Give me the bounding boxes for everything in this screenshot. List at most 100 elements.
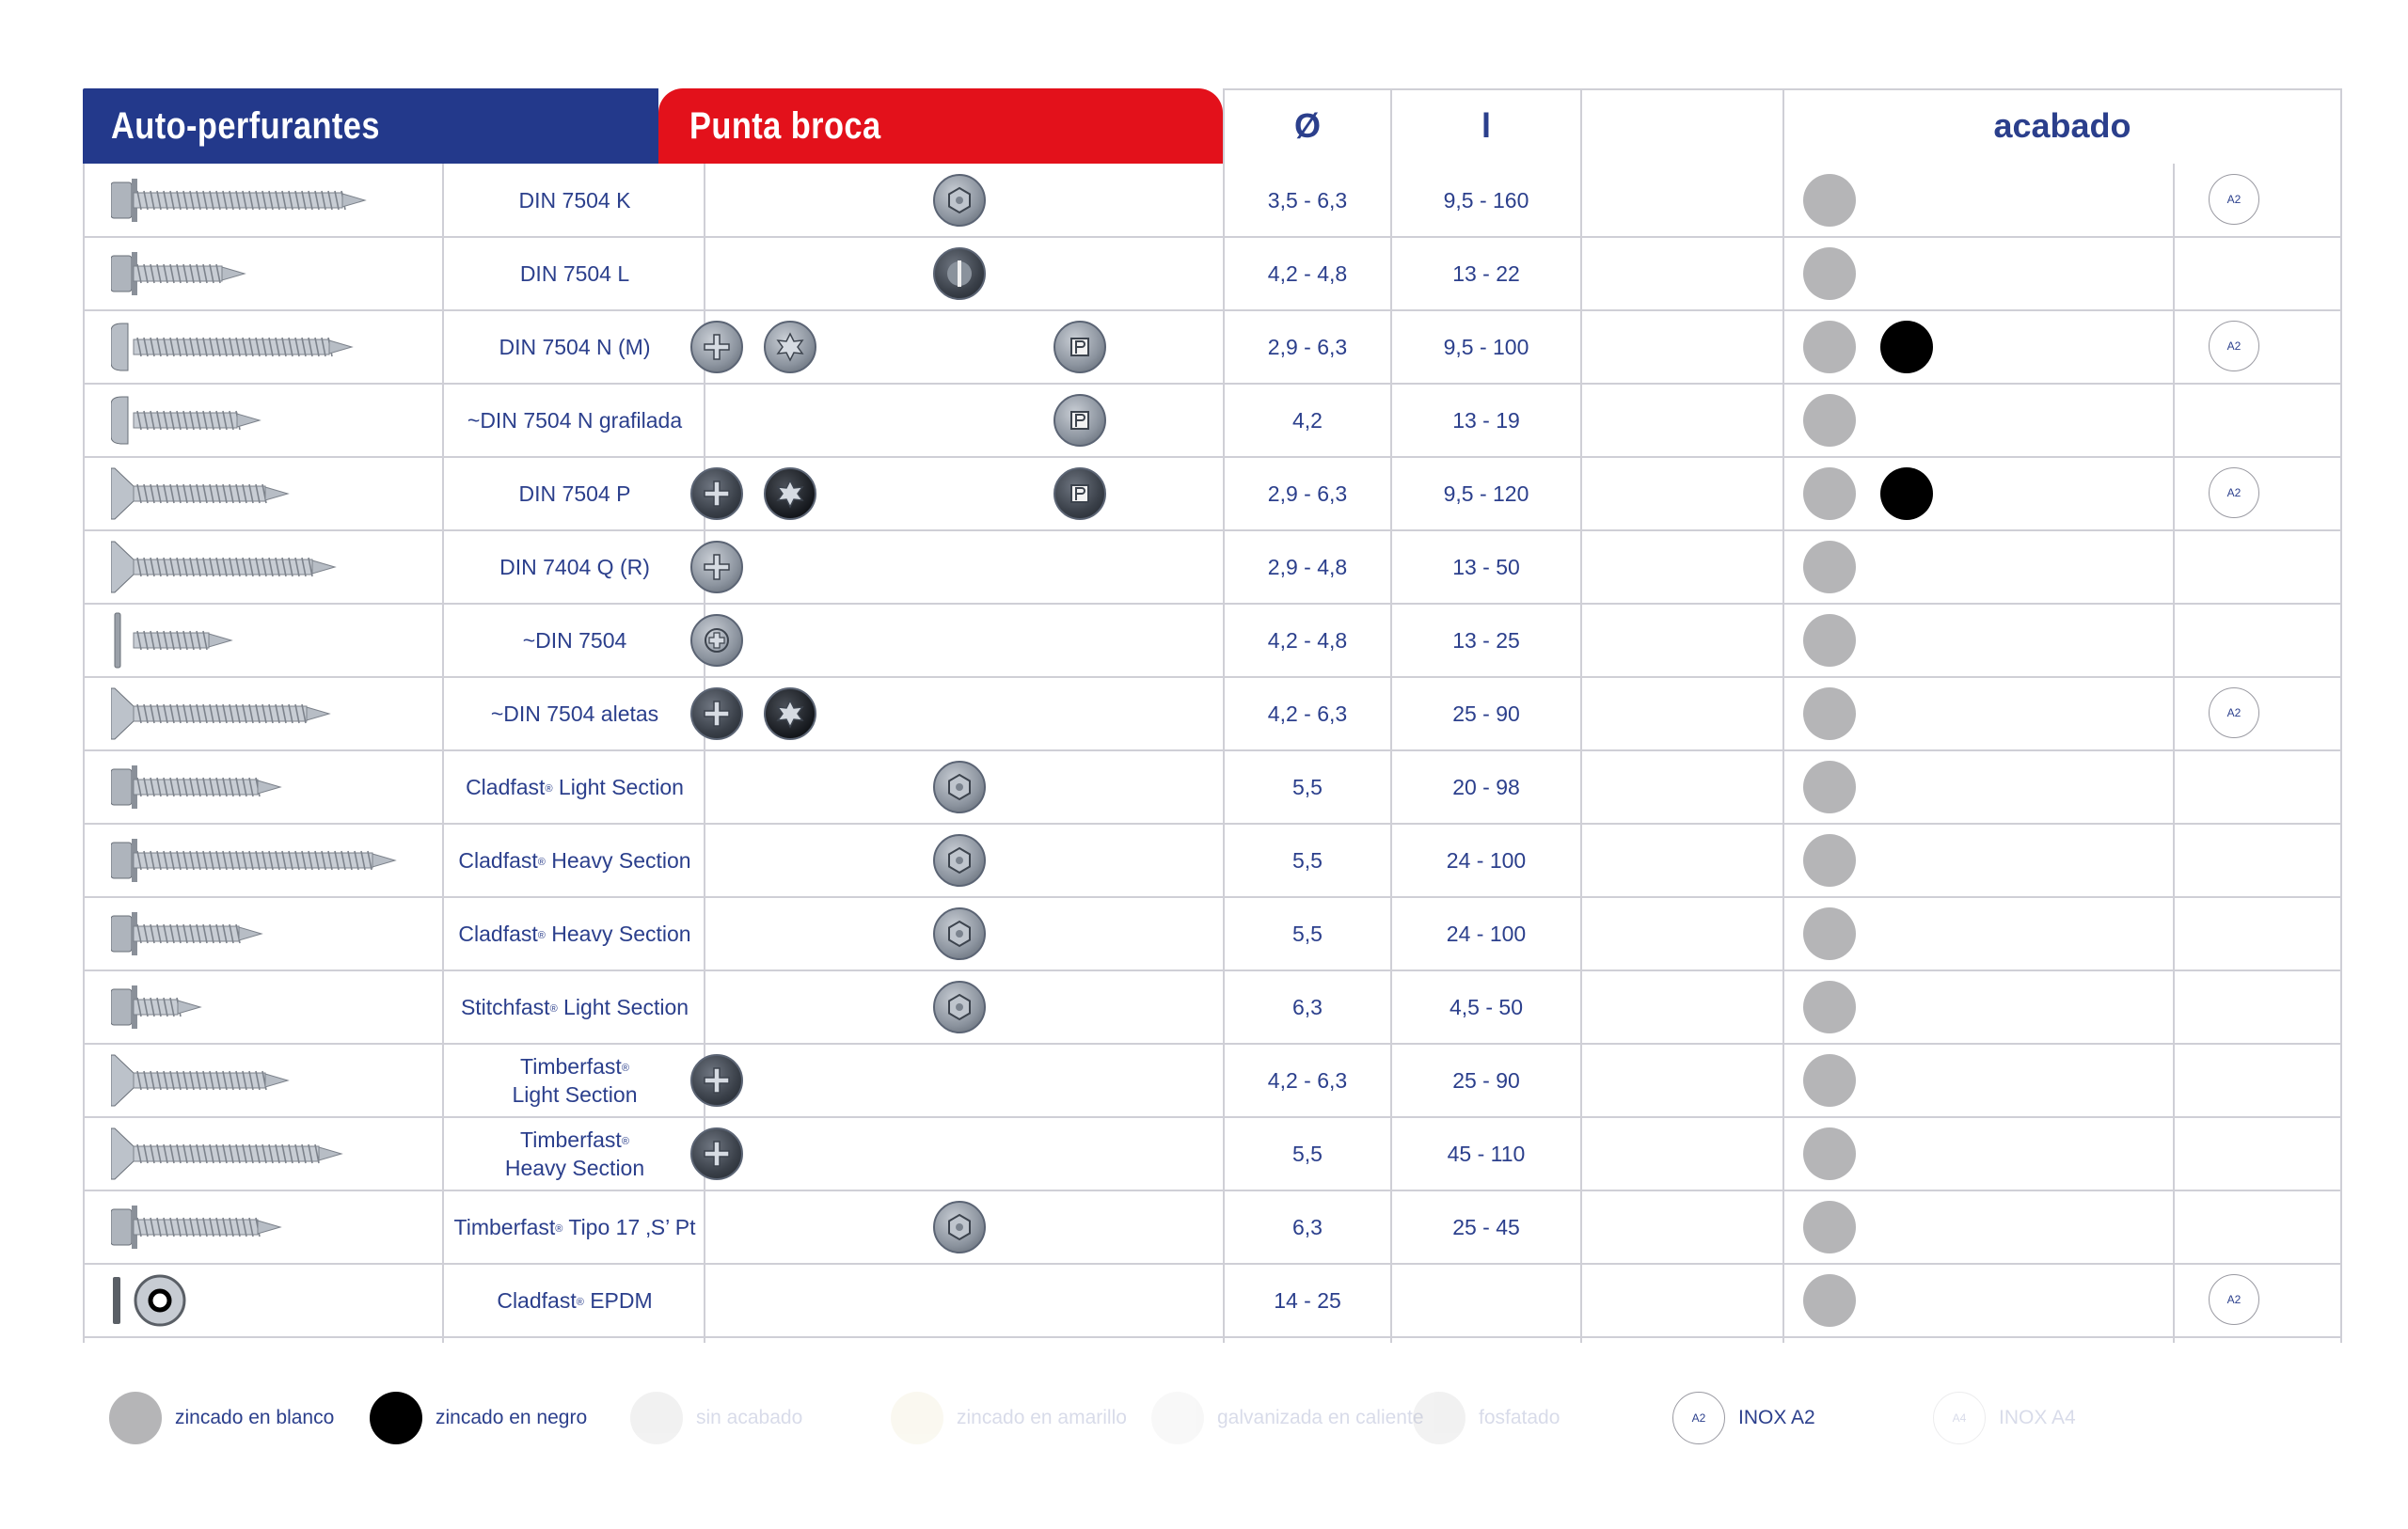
finish-zinc-white-dot (1803, 247, 1856, 300)
legend-label: INOX A4 (1999, 1407, 2076, 1428)
grid-vline (2173, 164, 2175, 1343)
diameter-value: 4,2 - 4,8 (1267, 261, 1348, 286)
col-header-diameter: Ø (1293, 106, 1321, 145)
grid-row-line (83, 1043, 2342, 1045)
grid-row-line (83, 1116, 2342, 1118)
diameter-value: 3,5 - 6,3 (1267, 188, 1348, 213)
table-row: ~DIN 7504 4,2 - 4,8 13 - 25 (83, 604, 2340, 677)
registered-mark: ® (537, 930, 546, 941)
table-row: DIN 7504 N (M) 2,9 - 6,3 9,5 - 100 A2 (83, 310, 2340, 384)
length-value: 25 - 90 (1452, 1068, 1520, 1093)
finish-zinc-white-dot (1803, 1054, 1856, 1107)
length-value: 9,5 - 160 (1443, 188, 1529, 213)
finish-zinc-white-dot (1803, 907, 1856, 960)
screw-image (110, 1117, 412, 1190)
diameter-value: 5,5 (1292, 848, 1323, 873)
diameter-value: 4,2 - 6,3 (1267, 701, 1348, 726)
legend-badge-a2: A2 (1672, 1392, 1725, 1444)
grid-vline (1390, 88, 1392, 1343)
hex-drive-icon (933, 834, 986, 887)
product-name-brand: Timberfast (520, 1054, 622, 1079)
registered-mark: ® (621, 1063, 629, 1074)
grid-row-line (83, 1263, 2342, 1265)
diameter-value: 2,9 - 4,8 (1267, 555, 1348, 579)
product-name-text: DIN 7504 P (518, 481, 631, 506)
phil-drive-icon (690, 467, 743, 520)
product-name-brand: Cladfast (497, 1288, 577, 1313)
grid-row-line (83, 749, 2342, 751)
table-row: Cladfast® Heavy Section 5,5 24 - 100 (83, 824, 2340, 897)
legend-zinc-yellow: zincado en amarillo (891, 1390, 1127, 1446)
legend-hot-galv: galvanizada en caliente (1151, 1390, 1424, 1446)
table-row: DIN 7404 Q (R) 2,9 - 4,8 13 - 50 (83, 530, 2340, 604)
length-value: 20 - 98 (1452, 775, 1520, 799)
legend-swatch-zinc-yellow (891, 1392, 943, 1444)
length-value: 45 - 110 (1447, 1142, 1526, 1166)
product-name: Timberfast® Tipo 17 ‚S’ Pt (444, 1190, 705, 1264)
finish-zinc-white-dot (1803, 174, 1856, 227)
finish-zinc-white-dot (1803, 687, 1856, 740)
grid-vline (2340, 88, 2342, 1343)
product-name: Cladfast® Heavy Section (444, 897, 705, 970)
legend-badge-a4: A4 (1933, 1392, 1986, 1444)
diameter-value: 2,9 - 6,3 (1267, 335, 1348, 359)
inox-a2-badge: A2 (2209, 174, 2259, 225)
length-value: 25 - 45 (1452, 1215, 1520, 1239)
legend-label: INOX A2 (1738, 1407, 1815, 1428)
legend-inox-a2: A2 INOX A2 (1672, 1390, 1815, 1446)
phil-drive-icon (690, 687, 743, 740)
grid-row-line (83, 896, 2342, 898)
grid-row-line (83, 969, 2342, 971)
screw-image (110, 310, 412, 384)
diameter-value: 4,2 - 4,8 (1267, 628, 1348, 653)
legend-zinc-black: zincado en negro (370, 1390, 587, 1446)
diameter-value: 5,5 (1292, 775, 1323, 799)
torx-drive-icon (764, 321, 816, 373)
diameter-value: 4,2 - 6,3 (1267, 1068, 1348, 1093)
finish-zinc-black-dot (1880, 467, 1933, 520)
product-name-suffix: Tipo 17 ‚S’ Pt (562, 1215, 696, 1239)
finish-zinc-white-dot (1803, 1274, 1856, 1327)
inox-a2-badge: A2 (2209, 1274, 2259, 1325)
finish-zinc-white-dot (1803, 1201, 1856, 1253)
product-name-line2: Heavy Section (504, 1156, 645, 1180)
product-name-brand: Timberfast (453, 1215, 556, 1239)
grid-row-line (83, 529, 2342, 531)
hex-drive-icon (933, 174, 986, 227)
sq-drive-icon (1054, 394, 1106, 447)
registered-mark: ® (621, 1136, 629, 1147)
length-value: 24 - 100 (1446, 922, 1527, 946)
grid-vline (1580, 88, 1582, 1343)
legend-swatch-hot-galv (1151, 1392, 1204, 1444)
phil-drive-icon (690, 1127, 743, 1180)
finish-zinc-white-dot (1803, 321, 1856, 373)
diameter-value: 6,3 (1292, 1215, 1323, 1239)
screw-image (110, 1190, 412, 1264)
grid-row-line (83, 676, 2342, 678)
legend-label: galvanizada en caliente (1217, 1407, 1424, 1428)
registered-mark: ® (549, 1003, 558, 1015)
registered-mark: ® (576, 1297, 584, 1308)
length-value: 24 - 100 (1446, 848, 1527, 873)
diameter-value: 5,5 (1292, 922, 1323, 946)
sq-drive-icon (1054, 321, 1106, 373)
product-name-suffix: EPDM (583, 1288, 653, 1313)
grid-vline (442, 164, 444, 1343)
screw-image (110, 824, 412, 897)
grid-vline (83, 164, 85, 1343)
screw-image (110, 530, 412, 604)
screw-image (110, 677, 412, 750)
length-value: 4,5 - 50 (1450, 995, 1523, 1019)
grid-vline (1223, 88, 1225, 1343)
finish-zinc-white-dot (1803, 467, 1856, 520)
product-name: ~DIN 7504 (444, 604, 705, 677)
product-name: Timberfast® Heavy Section (444, 1117, 705, 1190)
legend-swatch-zinc-black (370, 1392, 422, 1444)
product-name: Cladfast® EPDM (444, 1264, 705, 1337)
torx-drive-icon (764, 467, 816, 520)
screw-image (110, 457, 412, 530)
screw-image (110, 1044, 412, 1117)
screw-image (110, 384, 412, 457)
screw-image (110, 750, 412, 824)
product-name-text: DIN 7504 L (519, 261, 630, 286)
